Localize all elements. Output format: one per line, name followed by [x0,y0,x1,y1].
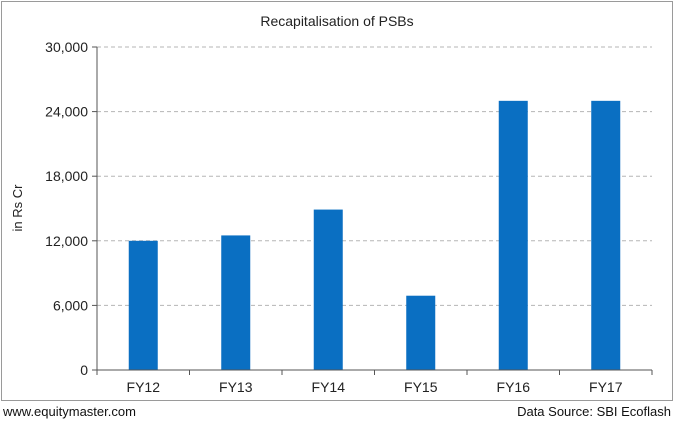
bar-fy14 [313,209,343,370]
x-tick-label: FY14 [312,379,346,395]
x-tick-labels: FY12 FY13 FY14 FY15 FY16 FY17 [127,379,623,395]
axes [96,47,653,375]
y-tick-labels: 0 6,000 12,000 18,000 24,000 30,000 [45,39,88,378]
x-tick-label: FY13 [219,379,253,395]
y-axis-label: in Rs Cr [10,184,25,232]
y-tick-label: 0 [80,362,88,378]
bar-fy17 [591,100,621,370]
bar-fy12 [128,240,158,370]
x-tick-label: FY17 [589,379,623,395]
x-tick-label: FY16 [497,379,531,395]
data-source-label: Data Source: SBI Ecoflash [517,404,671,419]
bar-fy15 [406,295,436,370]
x-tick-label: FY12 [127,379,161,395]
y-tick-label: 30,000 [45,39,88,55]
x-tick-label: FY15 [404,379,438,395]
bars [128,100,621,370]
y-tick-label: 18,000 [45,168,88,184]
website-label: www.equitymaster.com [3,404,136,419]
bar-fy16 [498,100,528,370]
bar-fy13 [221,235,251,370]
grid-lines [92,46,652,371]
y-tick-label: 24,000 [45,104,88,120]
y-tick-label: 6,000 [53,297,88,313]
y-tick-label: 12,000 [45,233,88,249]
chart-title: Recapitalisation of PSBs [260,13,413,29]
